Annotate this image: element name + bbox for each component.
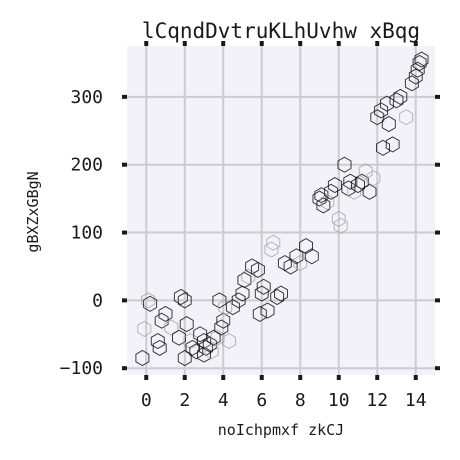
data-point	[179, 316, 194, 333]
data-point	[172, 329, 186, 346]
y-tick-labels: −100 0 100 200 300	[60, 87, 103, 379]
data-point	[389, 92, 404, 109]
x-tick-label: 12	[366, 390, 388, 411]
data-point	[408, 68, 423, 85]
data-point	[250, 261, 265, 278]
y-tick-label: −100	[60, 358, 103, 379]
data-point	[197, 346, 211, 363]
data-point	[414, 51, 429, 68]
data-point	[404, 75, 419, 92]
data-point	[193, 326, 208, 343]
data-point	[135, 349, 150, 367]
data-point	[385, 136, 400, 153]
data-point	[304, 248, 319, 265]
data-point	[337, 156, 352, 173]
x-tick-label: 10	[328, 390, 350, 411]
data-points	[135, 51, 429, 367]
data-point	[264, 241, 279, 258]
grid	[127, 46, 435, 375]
data-point	[362, 183, 377, 200]
data-point	[351, 177, 365, 194]
data-point	[393, 88, 408, 105]
x-axis-label: noIchpmxf zkCJ	[218, 421, 344, 439]
data-point	[256, 278, 271, 295]
data-point	[299, 238, 313, 255]
data-point	[381, 115, 396, 133]
data-point	[314, 187, 329, 204]
data-point	[212, 292, 227, 309]
x-tick-label: 8	[295, 390, 306, 411]
data-point	[324, 183, 338, 200]
data-point	[270, 288, 285, 306]
data-point	[366, 170, 381, 187]
data-point	[216, 312, 231, 329]
data-point	[252, 305, 267, 322]
data-point	[222, 333, 236, 350]
data-point	[137, 320, 152, 337]
x-tick-label: 2	[179, 390, 190, 411]
data-point	[202, 336, 217, 353]
data-point	[266, 234, 281, 251]
y-tick-label: 300	[70, 87, 103, 108]
data-point	[173, 288, 188, 306]
y-tick-label: 100	[70, 223, 103, 244]
data-point	[274, 285, 288, 302]
data-point	[316, 197, 331, 214]
data-point	[358, 163, 373, 180]
data-point	[150, 333, 165, 350]
x-tick-label: 0	[141, 390, 152, 411]
y-axis-label: gBXZxGBgN	[24, 171, 42, 252]
x-tick-labels: 0 2 4 6 8 10 12 14	[141, 390, 427, 411]
data-point	[289, 248, 304, 265]
data-point	[152, 339, 167, 356]
x-tick-label: 14	[405, 390, 427, 411]
data-point	[333, 217, 348, 234]
data-point	[225, 299, 240, 316]
data-point	[141, 292, 156, 309]
data-point	[143, 295, 158, 312]
y-tick-label: 0	[92, 290, 103, 311]
data-point	[327, 177, 342, 194]
data-point	[164, 319, 179, 336]
x-tick-label: 6	[256, 390, 267, 411]
data-point	[370, 109, 385, 126]
y-tick-label: 200	[70, 155, 103, 176]
data-point	[412, 54, 427, 72]
data-point	[260, 302, 275, 319]
axis-ticks	[122, 41, 440, 380]
x-tick-label: 4	[218, 390, 229, 411]
chart-title: lCqndDvtruKLhUvhw xBqg	[142, 19, 420, 43]
data-point	[399, 109, 414, 126]
data-point	[293, 255, 308, 272]
data-point	[204, 343, 219, 360]
data-point	[235, 285, 250, 302]
data-point	[237, 271, 252, 289]
data-point	[154, 312, 169, 329]
data-point	[231, 292, 246, 309]
plot-area	[127, 46, 435, 375]
data-point	[283, 258, 298, 275]
data-point	[158, 305, 173, 322]
data-point	[254, 285, 269, 302]
data-point	[214, 319, 229, 336]
data-point	[331, 210, 346, 228]
data-point	[376, 139, 390, 156]
data-point	[374, 102, 389, 119]
data-point	[177, 292, 192, 309]
